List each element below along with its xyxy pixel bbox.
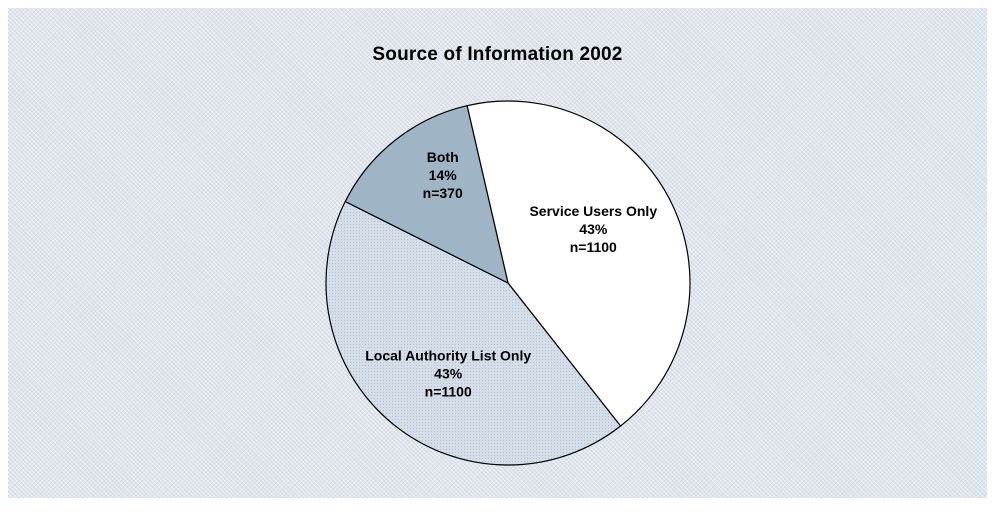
slice-name: Both xyxy=(427,149,459,165)
slice-label: Both 14% n=370 xyxy=(423,149,463,201)
pie-slice-local-authority-list-only xyxy=(325,200,622,466)
pie-slice-both xyxy=(344,104,509,285)
pie-slice-service-users-only xyxy=(466,100,691,427)
slice-name: Service Users Only xyxy=(529,203,657,219)
chart-title: Source of Information 2002 xyxy=(372,44,623,65)
slice-label: Local Authority List Only 43% n=1100 xyxy=(365,347,531,399)
pie-slices xyxy=(325,100,691,466)
slice-count: n=1100 xyxy=(570,239,617,255)
chart-area: Source of Information 2002 Service Users… xyxy=(8,8,987,498)
slice-count: n=370 xyxy=(423,185,463,201)
slice-percent: 43% xyxy=(434,365,463,381)
slice-label: Service Users Only 43% n=1100 xyxy=(529,203,657,255)
slice-name: Local Authority List Only xyxy=(365,347,531,363)
slice-percent: 43% xyxy=(579,221,608,237)
slice-count: n=1100 xyxy=(425,383,472,399)
slice-percent: 14% xyxy=(429,167,458,183)
